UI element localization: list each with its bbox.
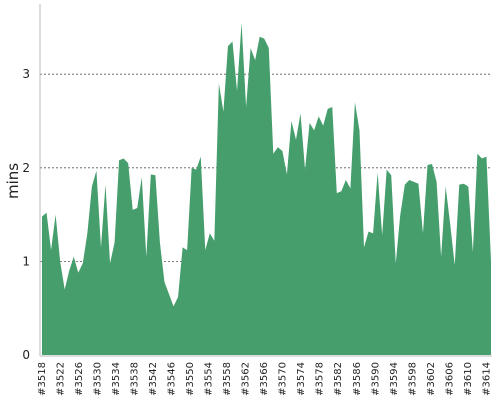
x-tick-labels: #3518 #3522 #3526 #3530 #3534 #3538 #3542 #3546…	[37, 362, 492, 396]
x-tick-label: #3526	[74, 362, 85, 396]
x-tick-label: #3558	[222, 362, 233, 396]
x-tick-label: #3586	[352, 362, 363, 396]
x-tick-label: #3574	[296, 362, 307, 396]
x-tick-label: #3522	[56, 362, 67, 396]
x-tick-label: #3590	[370, 362, 381, 396]
x-tick-label: #3534	[111, 362, 122, 396]
x-tick-label: #3546	[167, 362, 178, 396]
y-axis-label: mins	[4, 163, 22, 199]
x-tick-label: #3550	[185, 362, 196, 396]
y-tick-label: 0	[22, 348, 30, 362]
y-tick-label: 1	[22, 254, 30, 268]
x-tick-label: #3606	[444, 362, 455, 396]
x-tick-label: #3554	[204, 362, 215, 396]
x-tick-label: #3562	[241, 362, 252, 396]
x-tick-label: #3582	[333, 362, 344, 396]
y-tick-label: 2	[22, 161, 30, 175]
x-tick-label: #3602	[426, 362, 437, 396]
x-tick-label: #3570	[278, 362, 289, 396]
y-tick-label: 3	[22, 67, 30, 81]
x-tick-label: #3598	[407, 362, 418, 396]
x-tick-label: #3538	[130, 362, 141, 396]
x-tick-label: #3530	[93, 362, 104, 396]
x-tick-label: #3566	[259, 362, 270, 396]
x-tick-label: #3578	[315, 362, 326, 396]
x-tick-label: #3542	[148, 362, 159, 396]
series-area	[42, 22, 491, 355]
x-tick-label: #3610	[463, 362, 474, 396]
x-tick-label: #3614	[481, 362, 492, 396]
x-tick-label: #3594	[389, 362, 400, 396]
x-tick-label: #3518	[37, 362, 48, 396]
y-tick-labels: 0 1 2 3	[22, 67, 30, 362]
